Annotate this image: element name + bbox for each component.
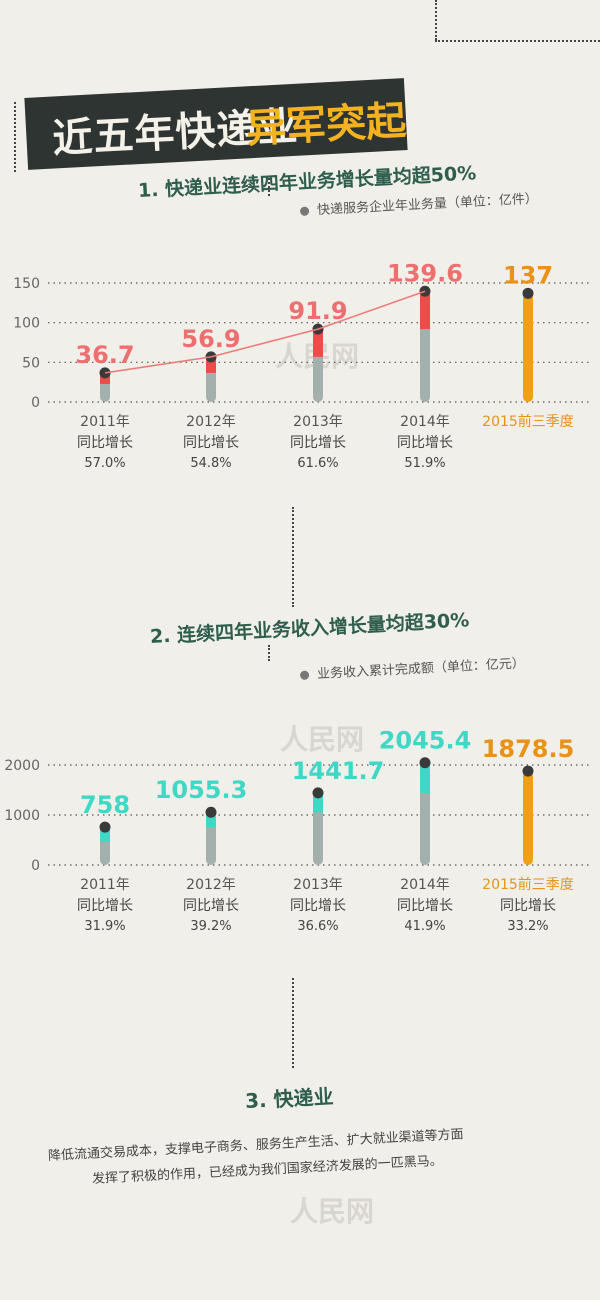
y-tick-label: 50 xyxy=(22,355,40,371)
data-label: 56.9 xyxy=(181,325,240,353)
growth-label: 同比增长 xyxy=(500,898,556,914)
growth-label: 同比增长 xyxy=(397,898,453,914)
frame-dash-top-h xyxy=(435,40,600,42)
section2-title: 2. 连续四年业务收入增长量均超30% xyxy=(149,609,470,648)
data-label: 137 xyxy=(503,261,553,289)
bar-cap xyxy=(522,765,534,777)
category-label: 2012年 xyxy=(186,414,236,430)
bar-increment xyxy=(313,329,323,357)
section2-unit-text: 业务收入累计完成额（单位：亿元） xyxy=(316,656,526,683)
bar-increment xyxy=(420,291,430,330)
trend-line xyxy=(104,290,426,374)
growth-label: 同比增长 xyxy=(183,898,239,914)
growth-value: 51.9% xyxy=(404,456,445,471)
growth-value: 57.0% xyxy=(84,456,125,471)
main-title-box: 近五年快递业 异军突起 xyxy=(24,78,408,170)
growth-value: 39.2% xyxy=(190,919,231,934)
main-title-highlight: 异军突起 xyxy=(245,98,408,153)
bar-cap xyxy=(99,821,111,833)
section3-title: 3. 快递业 xyxy=(244,1084,335,1113)
section1-unit-text: 快递服务企业年业务量（单位：亿件） xyxy=(316,191,539,219)
growth-value: 54.8% xyxy=(190,456,231,471)
bar xyxy=(523,293,533,402)
legend-dot xyxy=(299,206,310,216)
category-label: 2012年 xyxy=(186,877,236,893)
data-label: 139.6 xyxy=(387,259,463,287)
bar-increment xyxy=(206,356,216,373)
growth-value: 31.9% xyxy=(84,919,125,934)
bar-increment xyxy=(313,792,323,813)
y-tick-label: 0 xyxy=(31,395,40,411)
growth-label: 同比增长 xyxy=(290,435,346,451)
section2-unit: 业务收入累计完成额（单位：亿元） xyxy=(299,652,526,683)
growth-value: 36.6% xyxy=(297,919,338,934)
watermark-2: 人民网 xyxy=(280,723,365,756)
frame-dash-s2-v xyxy=(292,507,294,607)
growth-label: 同比增长 xyxy=(397,435,453,451)
category-label: 2014年 xyxy=(400,414,450,430)
bar-increment xyxy=(420,762,430,793)
watermark-3: 人民网 xyxy=(290,1195,375,1228)
category-label: 2013年 xyxy=(293,414,343,430)
category-label: 2011年 xyxy=(80,414,130,430)
frame-dash-title-left xyxy=(14,102,16,172)
bar-increment xyxy=(206,812,216,828)
category-label: 2013年 xyxy=(293,877,343,893)
bar-cap xyxy=(522,287,534,299)
data-label: 2045.4 xyxy=(379,727,472,755)
frame-dash-s3-v xyxy=(292,978,294,1068)
category-label: 2015前三季度 xyxy=(482,413,574,430)
y-tick-label: 1000 xyxy=(4,808,40,824)
category-label: 2011年 xyxy=(80,877,130,893)
y-tick-label: 2000 xyxy=(4,758,40,774)
data-label: 36.7 xyxy=(75,341,134,369)
bar xyxy=(523,771,533,865)
y-tick-label: 100 xyxy=(13,316,40,332)
frame-dash-top xyxy=(435,0,437,40)
legend-dot xyxy=(299,670,310,680)
bar-increment xyxy=(100,827,110,842)
frame-dash-s1-v xyxy=(268,178,270,196)
bar-cap xyxy=(312,787,324,799)
bar-cap xyxy=(419,757,431,769)
growth-label: 同比增长 xyxy=(77,435,133,451)
data-label: 758 xyxy=(80,791,130,819)
data-label: 1441.7 xyxy=(292,757,385,785)
growth-value: 33.2% xyxy=(507,919,548,934)
data-label: 1055.3 xyxy=(155,776,248,804)
bar-increment xyxy=(100,372,110,384)
data-label: 91.9 xyxy=(288,297,347,325)
bar-cap xyxy=(205,806,217,818)
y-tick-label: 0 xyxy=(31,858,40,874)
growth-label: 同比增长 xyxy=(77,898,133,914)
y-tick-label: 150 xyxy=(13,276,40,292)
growth-label: 同比增长 xyxy=(290,898,346,914)
growth-value: 61.6% xyxy=(297,456,338,471)
growth-label: 同比增长 xyxy=(183,435,239,451)
growth-value: 41.9% xyxy=(404,919,445,934)
category-label: 2014年 xyxy=(400,877,450,893)
data-label: 1878.5 xyxy=(482,735,575,763)
category-label: 2015前三季度 xyxy=(482,876,574,893)
frame-dash-s2-u xyxy=(268,645,270,661)
